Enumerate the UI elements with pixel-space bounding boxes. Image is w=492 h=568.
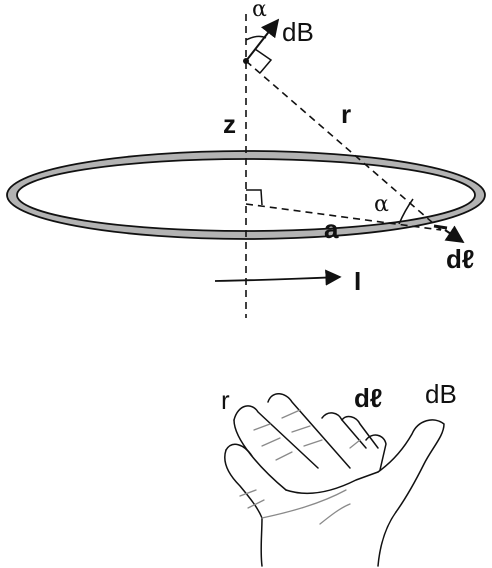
hand-dl-label: dℓ: [354, 383, 383, 413]
right-hand-illustration: [224, 393, 445, 567]
hand-r-label: r: [221, 385, 230, 415]
alpha-arc-top: [245, 35, 267, 41]
z-label: z: [223, 109, 236, 139]
a-line: [245, 203, 442, 231]
right-angle-marker-center: [246, 189, 263, 206]
dl-arrow: [444, 225, 465, 243]
r-label: r: [341, 99, 351, 129]
alpha-label-mid: α: [374, 192, 389, 217]
right-angle-marker-top: [254, 48, 273, 74]
dB-label-top: dB: [282, 17, 314, 47]
alpha-arc-mid: [398, 198, 414, 225]
dB-arrow: [245, 18, 280, 62]
hand-creases: [239, 409, 361, 525]
current-label: I: [354, 266, 361, 296]
dl-label: dℓ: [446, 244, 475, 274]
hand-dB-label: dB: [425, 379, 457, 409]
current-arrow: [214, 269, 342, 286]
dl-tick: [433, 224, 448, 230]
a-label: a: [324, 214, 339, 244]
alpha-label-top: α: [252, 0, 267, 22]
